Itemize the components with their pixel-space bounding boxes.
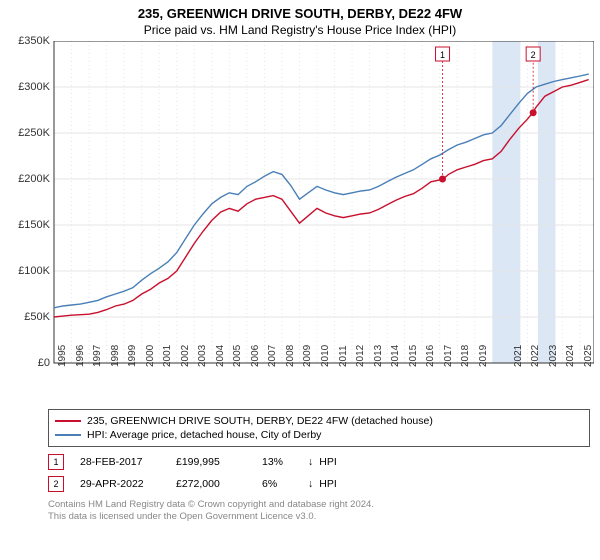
footer: Contains HM Land Registry data © Crown c… xyxy=(48,499,590,524)
x-tick-label: 2006 xyxy=(250,345,261,367)
x-tick-label: 1998 xyxy=(110,345,121,367)
marker-row-1: 1 28-FEB-2017 £199,995 13% ↓ HPI xyxy=(48,451,590,473)
x-tick-label: 2016 xyxy=(425,345,436,367)
y-tick-label: £250K xyxy=(6,127,50,139)
chart-subtitle: Price paid vs. HM Land Registry's House … xyxy=(0,21,600,41)
plot-area: 12 £0£50K£100K£150K£200K£250K£300K£350K … xyxy=(6,41,594,403)
legend-swatch-price xyxy=(55,420,81,422)
y-tick-label: £200K xyxy=(6,173,50,185)
x-tick-label: 1999 xyxy=(127,345,138,367)
x-tick-label: 2018 xyxy=(460,345,471,367)
marker-price-1: £199,995 xyxy=(176,456,256,468)
x-tick-label: 2023 xyxy=(548,345,559,367)
x-tick-label: 2007 xyxy=(267,345,278,367)
x-tick-label: 2009 xyxy=(302,345,313,367)
marker-badge-2: 2 xyxy=(48,476,64,492)
marker-date-1: 28-FEB-2017 xyxy=(80,456,170,468)
x-tick-label: 2025 xyxy=(583,345,594,367)
x-tick-label: 2008 xyxy=(285,345,296,367)
x-tick-label: 2017 xyxy=(443,345,454,367)
marker-pct-2: 6% xyxy=(262,478,302,490)
x-tick-label: 2011 xyxy=(338,345,349,367)
marker-dir-1: ↓ xyxy=(308,456,313,468)
y-tick-label: £100K xyxy=(6,265,50,277)
footer-line-1: Contains HM Land Registry data © Crown c… xyxy=(48,499,590,511)
legend-label-price: 235, GREENWICH DRIVE SOUTH, DERBY, DE22 … xyxy=(87,415,433,427)
marker-price-2: £272,000 xyxy=(176,478,256,490)
x-tick-label: 2010 xyxy=(320,345,331,367)
y-tick-label: £350K xyxy=(6,35,50,47)
x-tick-label: 2012 xyxy=(355,345,366,367)
x-tick-label: 2022 xyxy=(530,345,541,367)
x-tick-label: 2014 xyxy=(390,345,401,367)
x-tick-label: 2005 xyxy=(232,345,243,367)
chart-title: 235, GREENWICH DRIVE SOUTH, DERBY, DE22 … xyxy=(0,0,600,21)
y-tick-label: £50K xyxy=(6,311,50,323)
legend-item-hpi: HPI: Average price, detached house, City… xyxy=(55,428,583,442)
markers-table: 1 28-FEB-2017 £199,995 13% ↓ HPI 2 29-AP… xyxy=(48,451,590,495)
marker-cmp-2: HPI xyxy=(319,478,337,490)
y-tick-label: £300K xyxy=(6,81,50,93)
marker-dir-2: ↓ xyxy=(308,478,313,490)
x-tick-label: 1995 xyxy=(57,345,68,367)
legend-label-hpi: HPI: Average price, detached house, City… xyxy=(87,429,321,441)
x-tick-label: 2019 xyxy=(478,345,489,367)
footer-line-2: This data is licensed under the Open Gov… xyxy=(48,511,590,523)
marker-pct-1: 13% xyxy=(262,456,302,468)
x-tick-label: 2004 xyxy=(215,345,226,367)
marker-badge-1: 1 xyxy=(48,454,64,470)
legend-item-price: 235, GREENWICH DRIVE SOUTH, DERBY, DE22 … xyxy=(55,414,583,428)
x-tick-label: 2015 xyxy=(408,345,419,367)
marker-cmp-1: HPI xyxy=(319,456,337,468)
x-tick-label: 1997 xyxy=(92,345,103,367)
y-tick-label: £150K xyxy=(6,219,50,231)
x-tick-label: 2013 xyxy=(373,345,384,367)
y-tick-label: £0 xyxy=(6,357,50,369)
marker-row-2: 2 29-APR-2022 £272,000 6% ↓ HPI xyxy=(48,473,590,495)
svg-text:1: 1 xyxy=(440,50,445,60)
x-tick-label: 2021 xyxy=(513,345,524,367)
chart-container: 235, GREENWICH DRIVE SOUTH, DERBY, DE22 … xyxy=(0,0,600,560)
x-tick-label: 1996 xyxy=(75,345,86,367)
svg-text:2: 2 xyxy=(531,50,536,60)
x-tick-label: 2002 xyxy=(180,345,191,367)
x-tick-label: 2001 xyxy=(162,345,173,367)
legend: 235, GREENWICH DRIVE SOUTH, DERBY, DE22 … xyxy=(48,409,590,447)
x-tick-label: 2000 xyxy=(145,345,156,367)
x-tick-label: 2003 xyxy=(197,345,208,367)
legend-swatch-hpi xyxy=(55,434,81,436)
marker-date-2: 29-APR-2022 xyxy=(80,478,170,490)
x-tick-label: 2024 xyxy=(565,345,576,367)
